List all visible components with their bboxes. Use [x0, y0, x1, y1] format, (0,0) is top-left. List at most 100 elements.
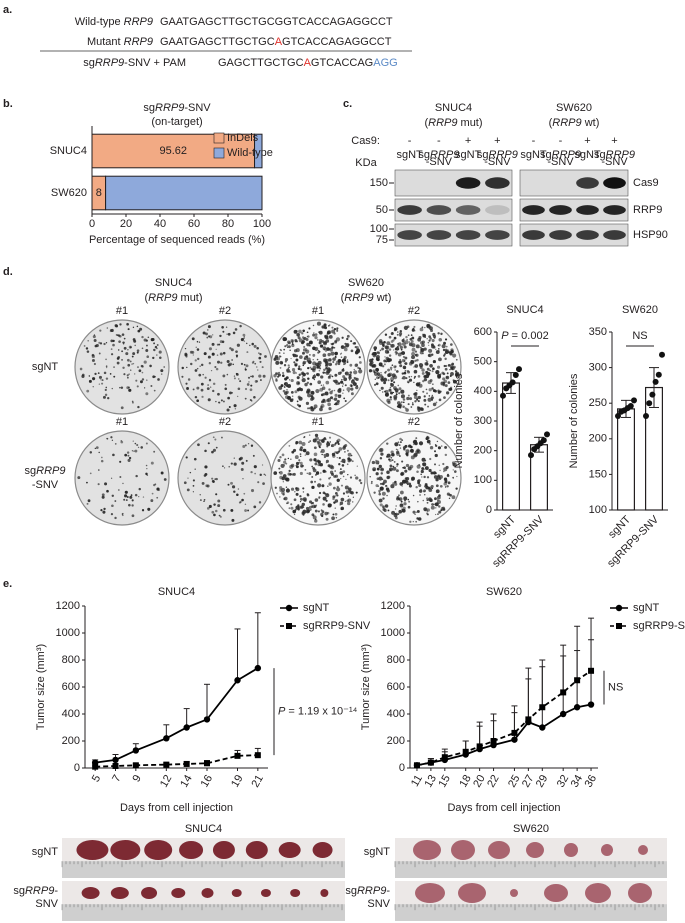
colony [345, 478, 347, 480]
colony [428, 348, 433, 353]
colony [344, 346, 346, 348]
colony [239, 500, 242, 503]
colony [387, 373, 391, 378]
colony [430, 471, 434, 475]
colony [339, 501, 344, 506]
colony [421, 467, 425, 470]
colony [332, 495, 336, 499]
colony [236, 395, 239, 398]
colony [340, 380, 344, 384]
x-tick-label: 60 [188, 218, 200, 230]
colony [306, 407, 309, 410]
colony [417, 395, 421, 400]
x-tick-label: 27 [520, 773, 537, 790]
colony [443, 364, 446, 368]
colony [431, 387, 434, 390]
marker [573, 704, 581, 711]
colony [439, 469, 441, 472]
colony [291, 473, 294, 476]
colony [343, 377, 348, 382]
colony [346, 337, 349, 341]
tumor [415, 883, 445, 903]
colony [144, 387, 146, 389]
colony [310, 505, 313, 508]
colony [291, 450, 295, 454]
colony [417, 500, 419, 503]
tumor [171, 888, 186, 898]
legend-swatch [213, 132, 225, 144]
x-tick-label: 36 [583, 773, 600, 790]
colony [340, 460, 342, 463]
colony [453, 365, 456, 369]
colony [311, 501, 314, 505]
sequence-label: Mutant RRP9 [87, 36, 153, 48]
colony [397, 449, 399, 451]
colony [410, 334, 413, 336]
series-line [95, 754, 258, 768]
colony [434, 497, 437, 501]
colony [213, 513, 216, 517]
colony [191, 337, 195, 341]
text-part: AGG [373, 57, 397, 69]
colony [395, 512, 398, 516]
colony [428, 344, 430, 346]
colony [279, 475, 283, 480]
text-part: RRP9 [489, 149, 518, 161]
colony [404, 407, 407, 410]
colony [346, 361, 349, 364]
colony [434, 513, 437, 516]
colony [397, 513, 400, 516]
colony [375, 382, 379, 386]
colony [395, 469, 399, 473]
colony [138, 369, 142, 373]
colony [132, 362, 135, 365]
colony [413, 369, 418, 374]
colony [427, 405, 430, 408]
colony [214, 478, 216, 480]
colony [285, 376, 289, 380]
colony [215, 400, 217, 403]
colony [208, 504, 212, 509]
colony [346, 463, 349, 466]
colony [228, 465, 231, 468]
colony [315, 436, 319, 441]
colony [327, 325, 330, 327]
colony [119, 386, 121, 389]
colony [302, 329, 305, 333]
colony [100, 509, 103, 512]
colony [396, 401, 401, 405]
ruler [395, 904, 667, 921]
colony [392, 339, 395, 342]
colony [220, 436, 223, 439]
colony [397, 352, 402, 357]
colony [290, 463, 295, 468]
y-tick-label: 350 [589, 326, 607, 338]
colony [438, 350, 440, 352]
colony [450, 343, 453, 346]
colony [417, 409, 421, 412]
marker-label: 150 [370, 177, 388, 189]
colony [437, 446, 441, 450]
colony [308, 507, 312, 511]
colony [415, 520, 417, 523]
colony [283, 352, 285, 354]
colony [357, 366, 360, 370]
text-part: sg [540, 149, 552, 161]
colony [414, 350, 418, 353]
colony [208, 379, 212, 382]
colony [205, 332, 208, 336]
colony [127, 363, 131, 367]
colony [222, 465, 224, 467]
colony [294, 455, 299, 460]
panel-label: a. [3, 4, 12, 16]
colony [372, 364, 376, 368]
colony [110, 353, 114, 356]
x-tick-label: 7 [110, 773, 123, 784]
colony [386, 494, 388, 497]
colony [210, 386, 212, 388]
colony [432, 359, 436, 364]
colony [256, 366, 258, 368]
colony [114, 442, 117, 445]
colony [424, 403, 427, 406]
colony [422, 390, 425, 393]
